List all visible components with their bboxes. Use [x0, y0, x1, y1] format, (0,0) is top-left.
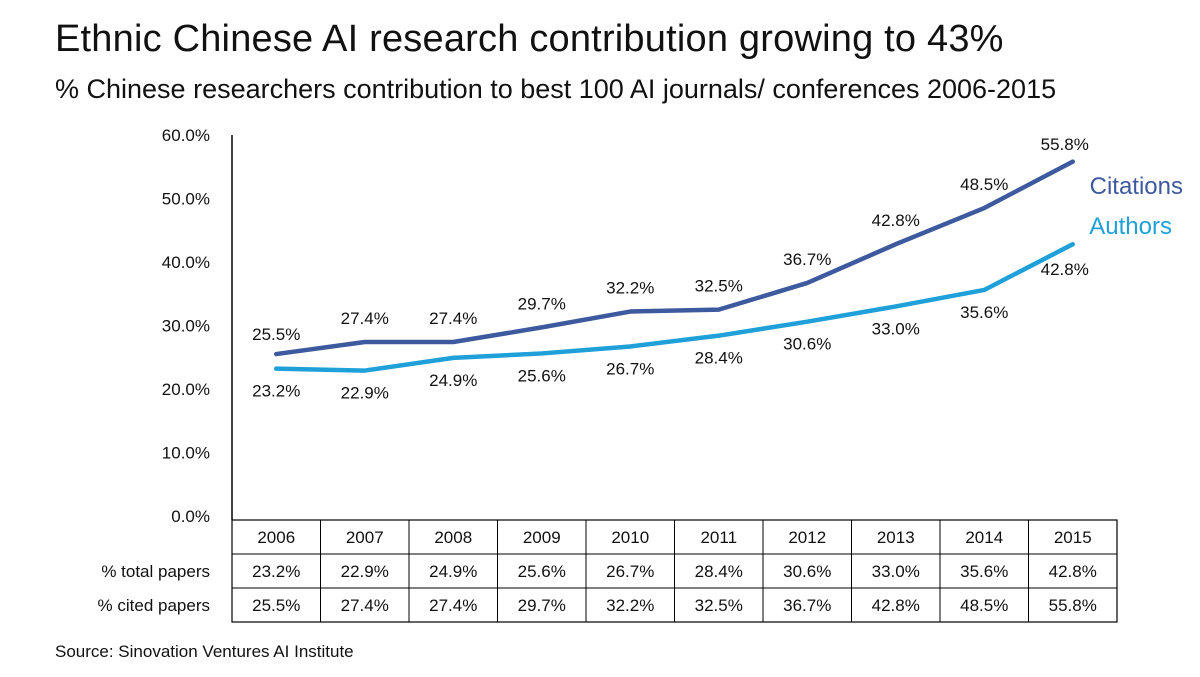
data-label-authors: 28.4% — [695, 349, 743, 368]
data-label-authors: 33.0% — [872, 319, 920, 338]
data-label-citations: 27.4% — [341, 309, 389, 328]
data-label-citations: 32.5% — [695, 277, 743, 296]
y-tick-label: 30.0% — [162, 317, 210, 336]
table-cell: 42.8% — [1049, 562, 1097, 581]
table-cell: 25.5% — [252, 596, 300, 615]
table-cell: 27.4% — [341, 596, 389, 615]
table-cell: 24.9% — [429, 562, 477, 581]
data-label-authors: 25.6% — [518, 366, 566, 385]
table-cell: 23.2% — [252, 562, 300, 581]
x-tick-label: 2006 — [257, 528, 295, 547]
table-cell: 29.7% — [518, 596, 566, 615]
y-tick-label: 20.0% — [162, 380, 210, 399]
data-label-authors: 35.6% — [960, 303, 1008, 322]
x-tick-label: 2013 — [877, 528, 915, 547]
data-label-citations: 25.5% — [252, 325, 300, 344]
y-tick-label: 50.0% — [162, 190, 210, 209]
data-label-citations: 42.8% — [872, 211, 920, 230]
x-tick-label: 2008 — [434, 528, 472, 547]
data-label-authors: 23.2% — [252, 382, 300, 401]
table-row-label: % total papers — [101, 562, 210, 581]
x-tick-label: 2015 — [1054, 528, 1092, 547]
table-cell: 48.5% — [960, 596, 1008, 615]
table-cell: 22.9% — [341, 562, 389, 581]
table-cell: 28.4% — [695, 562, 743, 581]
y-tick-label: 0.0% — [171, 507, 210, 526]
table-cell: 26.7% — [606, 562, 654, 581]
table-cell: 25.6% — [518, 562, 566, 581]
data-label-authors: 30.6% — [783, 335, 831, 354]
x-tick-label: 2012 — [788, 528, 826, 547]
data-label-citations: 48.5% — [960, 175, 1008, 194]
series-label-citations: Citations — [1090, 173, 1183, 200]
data-label-authors: 24.9% — [429, 371, 477, 390]
x-tick-label: 2014 — [965, 528, 1003, 547]
series-line-citations — [274, 159, 1075, 357]
data-label-citations: 55.8% — [1041, 135, 1089, 154]
y-tick-label: 40.0% — [162, 253, 210, 272]
data-label-citations: 29.7% — [518, 294, 566, 313]
data-label-citations: 36.7% — [783, 250, 831, 269]
chart-subtitle: % Chinese researchers contribution to be… — [55, 74, 1057, 104]
table-cell: 36.7% — [783, 596, 831, 615]
x-tick-label: 2010 — [611, 528, 649, 547]
table-row-label: % cited papers — [98, 596, 210, 615]
series-label-authors: Authors — [1089, 213, 1172, 240]
x-tick-label: 2007 — [346, 528, 384, 547]
x-tick-label: 2011 — [700, 528, 737, 547]
table-cell: 30.6% — [783, 562, 831, 581]
y-tick-label: 60.0% — [162, 126, 210, 145]
source-note: Source: Sinovation Ventures AI Institute — [55, 642, 354, 661]
table-cell: 55.8% — [1049, 596, 1097, 615]
table-cell: 42.8% — [872, 596, 920, 615]
table-cell: 32.5% — [695, 596, 743, 615]
table-cell: 35.6% — [960, 562, 1008, 581]
y-tick-label: 10.0% — [162, 444, 210, 463]
data-label-citations: 32.2% — [606, 279, 654, 298]
series-line-authors — [274, 241, 1075, 373]
table-cell: 27.4% — [429, 596, 477, 615]
x-tick-label: 2009 — [523, 528, 561, 547]
data-label-authors: 42.8% — [1041, 260, 1089, 279]
table-cell: 32.2% — [606, 596, 654, 615]
chart-title: Ethnic Chinese AI research contribution … — [55, 18, 1004, 60]
table-cell: 33.0% — [872, 562, 920, 581]
data-label-authors: 22.9% — [341, 384, 389, 403]
data-label-citations: 27.4% — [429, 309, 477, 328]
data-label-authors: 26.7% — [606, 359, 654, 378]
